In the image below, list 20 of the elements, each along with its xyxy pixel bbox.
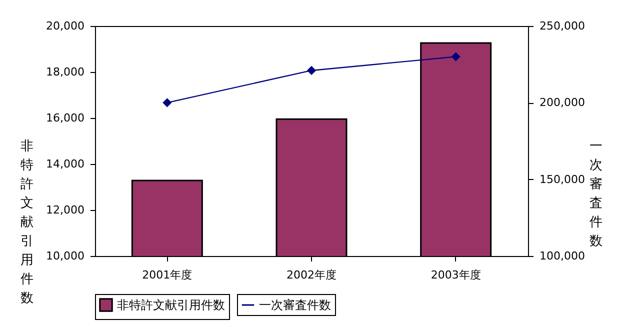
x-tick-label: 2001年度: [142, 268, 192, 282]
point: [307, 66, 316, 75]
y-tick-label: 20,000: [46, 20, 84, 32]
point: [163, 98, 172, 107]
point: [452, 52, 460, 61]
legend-label: 非特許文献引用件数: [117, 298, 225, 312]
y2-tick-label: 200,000: [540, 96, 585, 110]
y-tick-label: 14,000: [46, 158, 84, 170]
y-tick-label: 10,000: [46, 250, 84, 262]
x-tick-label: 2003年度: [430, 268, 481, 282]
y-tick-label: 16,000: [46, 112, 84, 124]
y2-tick-label: 100,000: [540, 250, 585, 262]
y2-axis-title: 一次審査件数: [590, 139, 602, 249]
text: 非特許文献引用件数: [20, 139, 34, 306]
y-tick-label: 12,000: [46, 204, 84, 216]
y2-tick-label: 250,000: [540, 20, 585, 32]
y2-tick-label: 150,000: [540, 172, 585, 186]
legend-label: 一次審査件数: [259, 298, 331, 312]
y-tick-label: 18,000: [46, 66, 84, 78]
x-tick-label: 2002年度: [286, 268, 336, 282]
